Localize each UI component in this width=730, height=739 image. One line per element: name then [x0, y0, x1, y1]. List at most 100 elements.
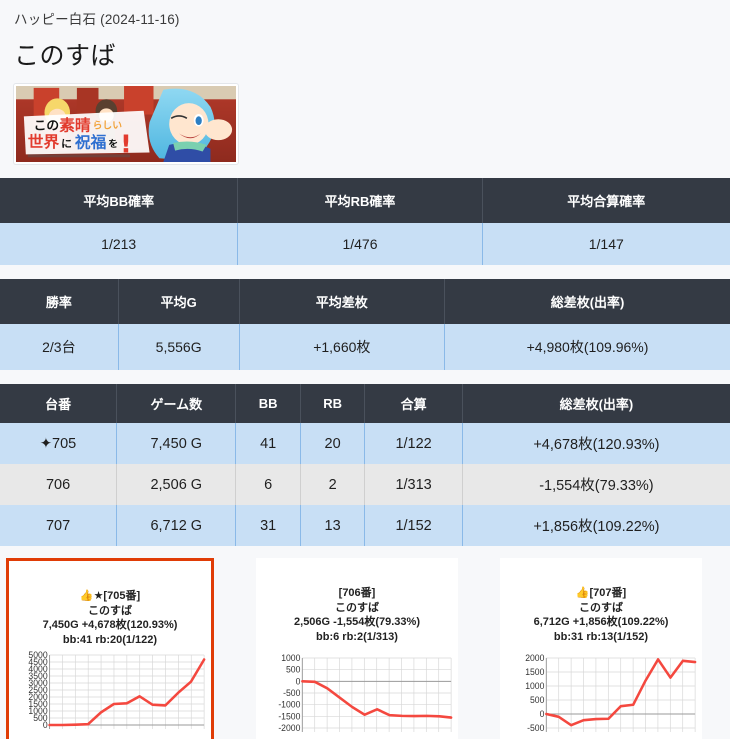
sparkles-icon: ✦ — [39, 435, 53, 452]
col-avg-total-rate: 平均合算確率 — [481, 178, 730, 223]
svg-text:1000: 1000 — [281, 654, 300, 663]
cell-bb: 31 — [235, 505, 301, 546]
svg-text:0: 0 — [43, 720, 48, 730]
chart-707: -500 0 500 1000 1500 2000 — [506, 654, 698, 739]
daiban-label: 707 — [45, 517, 71, 534]
svg-text:1500: 1500 — [28, 699, 47, 709]
spacer-1 — [0, 164, 730, 178]
col-win-rate: 勝率 — [0, 279, 119, 324]
hall-and-date: ハッピー白石 (2024-11-16) — [14, 12, 180, 27]
table-header-row: 平均BB確率 平均RB確率 平均合算確率 — [0, 178, 730, 223]
spacer-3 — [0, 370, 730, 384]
col-games: ゲーム数 — [116, 384, 237, 423]
cell-gousan: 1/313 — [364, 464, 463, 505]
svg-text:-500: -500 — [283, 688, 300, 698]
svg-text:この: この — [34, 118, 60, 133]
val-avg-bb-rate: 1/213 — [0, 223, 239, 265]
col-total-diff: 総差枚(出率) — [461, 384, 730, 423]
svg-text:に: に — [61, 137, 72, 150]
col-rb: RB — [299, 384, 366, 423]
table-row[interactable]: 706 2,506 G 6 2 1/313 -1,554枚(79.33%) — [0, 464, 730, 505]
cell-gousan: 1/122 — [364, 423, 463, 464]
card-title-706: [706番] このすば 2,506G -1,554枚(79.33%) bb:6 … — [256, 558, 458, 644]
card-line-3: 7,450G +4,678枚(120.93%) — [42, 619, 178, 631]
svg-text:500: 500 — [33, 713, 47, 723]
svg-text:素晴: 素晴 — [59, 116, 91, 135]
card-line-2: このすば — [579, 601, 623, 614]
card-line-2: このすば — [88, 604, 132, 617]
cell-daiban[interactable]: 707 — [0, 505, 118, 546]
table-row[interactable]: ✦705 7,450 G 41 20 1/122 +4,678枚(120.93%… — [0, 423, 730, 464]
card-title-705: 👍★[705番] このすば 7,450G +4,678枚(120.93%) bb… — [9, 561, 211, 647]
col-total-diff: 総差枚(出率) — [444, 279, 730, 324]
val-avg-total-rate: 1/147 — [481, 223, 730, 265]
card-line-2: このすば — [335, 601, 379, 614]
card-title-707: 👍[707番] このすば 6,712G +1,856枚(109.22%) bb:… — [500, 558, 702, 644]
svg-text:5000: 5000 — [28, 651, 47, 660]
summary-table-2: 勝率 平均G 平均差枚 総差枚(出率) 2/3台 5,556G +1,660枚 … — [0, 279, 730, 370]
col-gousan: 合算 — [364, 384, 463, 423]
chart-707-svg: -500 0 500 1000 1500 2000 — [525, 654, 697, 733]
cell-gousan: 1/152 — [364, 505, 463, 546]
page-title: このすば — [14, 42, 117, 70]
cell-games: 7,450 G — [116, 423, 237, 464]
svg-text:祝福: 祝福 — [75, 133, 106, 152]
table-header-row: 勝率 平均G 平均差枚 総差枚(出率) — [0, 279, 730, 324]
val-total-diff: +4,980枚(109.96%) — [444, 324, 730, 370]
svg-text:1500: 1500 — [525, 667, 544, 677]
svg-text:世界: 世界 — [28, 133, 60, 151]
svg-text:0: 0 — [540, 709, 545, 719]
cell-bb: 41 — [235, 423, 301, 464]
card-line-1: 👍[707番] — [575, 587, 627, 599]
svg-text:2000: 2000 — [525, 654, 544, 663]
svg-text:4000: 4000 — [28, 664, 47, 674]
table-header-row: 台番 ゲーム数 BB RB 合算 総差枚(出率) — [0, 384, 730, 423]
daiban-label: 705 — [52, 435, 77, 452]
cell-total-diff: +1,856枚(109.22%) — [461, 505, 730, 546]
svg-text:3000: 3000 — [28, 678, 47, 688]
cell-rb: 13 — [299, 505, 366, 546]
svg-text:500: 500 — [286, 665, 300, 675]
chart-card-706[interactable]: [706番] このすば 2,506G -1,554枚(79.33%) bb:6 … — [256, 558, 458, 739]
card-line-3: 6,712G +1,856枚(109.22%) — [533, 616, 669, 628]
cell-rb: 20 — [299, 423, 366, 464]
svg-text:を: を — [108, 139, 118, 150]
card-line-4: bb:31 rb:13(1/152) — [553, 630, 649, 643]
summary-table-1: 平均BB確率 平均RB確率 平均合算確率 1/213 1/476 1/147 — [0, 178, 730, 265]
card-line-4: bb:41 rb:20(1/122) — [62, 633, 158, 646]
card-line-3: 2,506G -1,554枚(79.33%) — [294, 616, 420, 628]
val-avg-games: 5,556G — [117, 324, 240, 370]
cell-daiban[interactable]: 706 — [0, 464, 118, 505]
cell-total-diff: -1,554枚(79.33%) — [461, 464, 730, 505]
cell-games: 2,506 G — [116, 464, 237, 505]
svg-text:2500: 2500 — [28, 685, 47, 695]
cell-daiban[interactable]: ✦705 — [0, 423, 118, 464]
svg-text:-500: -500 — [527, 723, 544, 733]
machine-banner: この 素晴 らしい 世界 に 祝福 を ! — [14, 84, 238, 164]
chart-card-707[interactable]: 👍[707番] このすば 6,712G +1,856枚(109.22%) bb:… — [500, 558, 702, 739]
table-row[interactable]: 707 6,712 G 31 13 1/152 +1,856枚(109.22%) — [0, 505, 730, 546]
chart-card-705[interactable]: 👍★[705番] このすば 7,450G +4,678枚(120.93%) bb… — [6, 558, 214, 739]
card-line-4: bb:6 rb:2(1/313) — [316, 630, 398, 643]
table-row: 2/3台 5,556G +1,660枚 +4,980枚(109.96%) — [0, 324, 730, 370]
svg-text:0: 0 — [296, 676, 301, 686]
cell-bb: 6 — [235, 464, 301, 505]
cell-rb: 2 — [299, 464, 366, 505]
col-bb: BB — [235, 384, 301, 423]
svg-text:1000: 1000 — [28, 706, 47, 716]
svg-text:!: ! — [120, 130, 132, 159]
card-line-1: 👍★[705番] — [79, 590, 141, 602]
chart-705: 0 500 1000 1500 2000 2500 3000 3500 4000 4500 5000 — [15, 651, 207, 737]
machine-table: 台番 ゲーム数 BB RB 合算 総差枚(出率) ✦705 7,450 G 41… — [0, 384, 730, 546]
chart-card-row: 👍★[705番] このすば 7,450G +4,678枚(120.93%) bb… — [0, 546, 730, 739]
col-avg-rb-rate: 平均RB確率 — [237, 178, 483, 223]
svg-text:-1000: -1000 — [278, 700, 300, 710]
svg-text:2000: 2000 — [28, 692, 47, 702]
table-row: 1/213 1/476 1/147 — [0, 223, 730, 265]
cell-total-diff: +4,678枚(120.93%) — [461, 423, 730, 464]
banner-artwork-icon: この 素晴 らしい 世界 に 祝福 を ! — [16, 86, 236, 162]
val-win-rate: 2/3台 — [0, 324, 119, 370]
val-avg-rb-rate: 1/476 — [237, 223, 483, 265]
